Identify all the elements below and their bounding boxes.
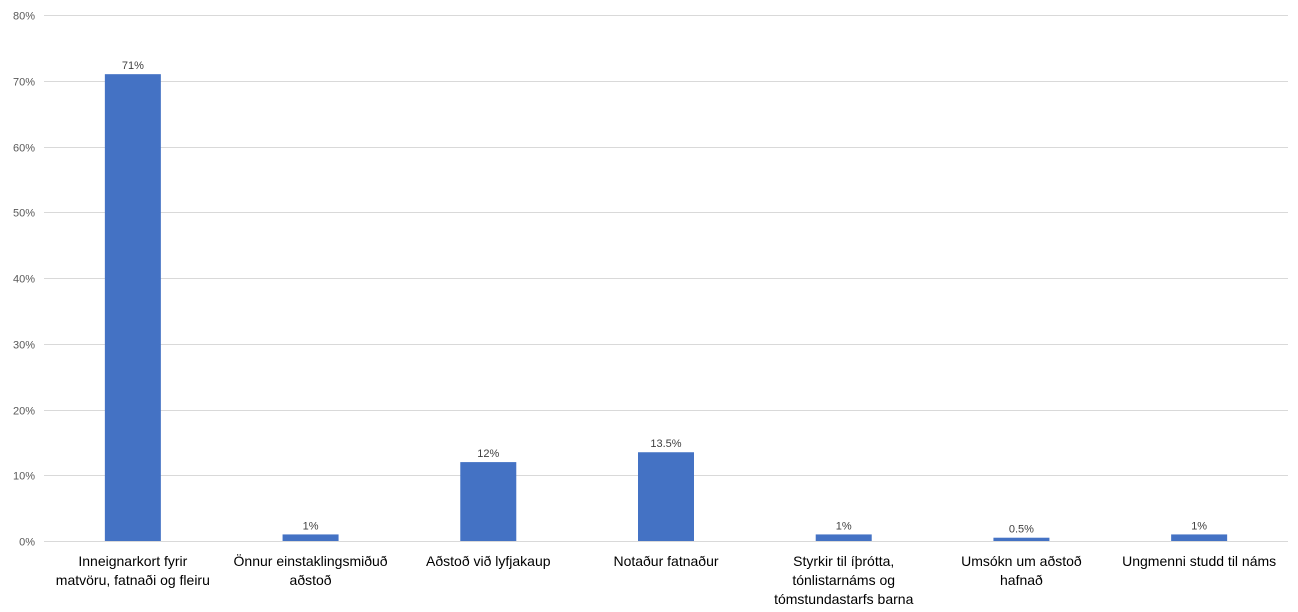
bars — [105, 74, 1227, 541]
x-tick-label-line: aðstoð — [290, 572, 332, 588]
x-tick-label-line: Ungmenni studd til náms — [1122, 553, 1276, 569]
x-tick-label-line: Önnur einstaklingsmiðuð — [234, 552, 388, 569]
x-tick-label: Styrkir til íþrótta, tónlistarnáms og tóms… — [774, 553, 914, 607]
y-tick-label: 10% — [13, 471, 35, 483]
x-tick-label-line: Aðstoð við lyfjakaup — [426, 553, 551, 569]
y-axis-tick-labels: 0% 10% 20% 30% 40% 50% 60% 70% 80% — [13, 11, 35, 549]
data-label: 1% — [303, 520, 319, 532]
data-label: 12% — [477, 448, 499, 460]
data-label: 13.5% — [650, 438, 681, 450]
x-tick-label: Ungmenni studd til náms — [1122, 553, 1276, 569]
data-label: 71% — [122, 60, 144, 72]
x-axis-tick-labels: Inneignarkort fyrir matvöru, fatnaði og f… — [56, 552, 1276, 607]
y-tick-label: 20% — [13, 406, 35, 418]
y-tick-label: 50% — [13, 208, 35, 220]
bar — [1171, 534, 1227, 541]
bar — [816, 534, 872, 541]
x-tick-label-line: tónlistarnáms og — [792, 572, 895, 588]
y-tick-label: 80% — [13, 11, 35, 23]
x-tick-label-line: tómstundastarfs barna — [774, 591, 914, 607]
x-tick-label-line: Styrkir til íþrótta, — [793, 553, 894, 569]
x-tick-label: Inneignarkort fyrir matvöru, fatnaði og f… — [56, 553, 210, 588]
x-tick-label: Notaður fatnaður — [613, 553, 718, 569]
x-tick-label-line: Notaður fatnaður — [613, 553, 718, 569]
bar — [460, 462, 516, 541]
y-tick-label: 60% — [13, 143, 35, 155]
x-tick-label-line: Inneignarkort fyrir — [78, 553, 187, 569]
x-tick-label-line: Umsókn um aðstoð — [961, 553, 1082, 569]
data-label: 1% — [1191, 520, 1207, 532]
y-tick-label: 30% — [13, 340, 35, 352]
bar — [283, 534, 339, 541]
x-tick-label: Umsókn um aðstoð hafnað — [961, 553, 1082, 588]
x-tick-label: Önnur einstaklingsmiðuð aðstoð — [234, 552, 388, 588]
bar — [638, 452, 694, 541]
y-tick-label: 70% — [13, 77, 35, 89]
x-tick-label-line: matvöru, fatnaði og fleiru — [56, 572, 210, 588]
y-tick-label: 40% — [13, 274, 35, 286]
data-label: 1% — [836, 520, 852, 532]
data-label: 0.5% — [1009, 524, 1034, 536]
bar — [105, 74, 161, 541]
bar — [993, 538, 1049, 541]
y-tick-label: 0% — [19, 537, 35, 549]
x-tick-label: Aðstoð við lyfjakaup — [426, 553, 551, 569]
x-tick-label-line: hafnað — [1000, 572, 1043, 588]
